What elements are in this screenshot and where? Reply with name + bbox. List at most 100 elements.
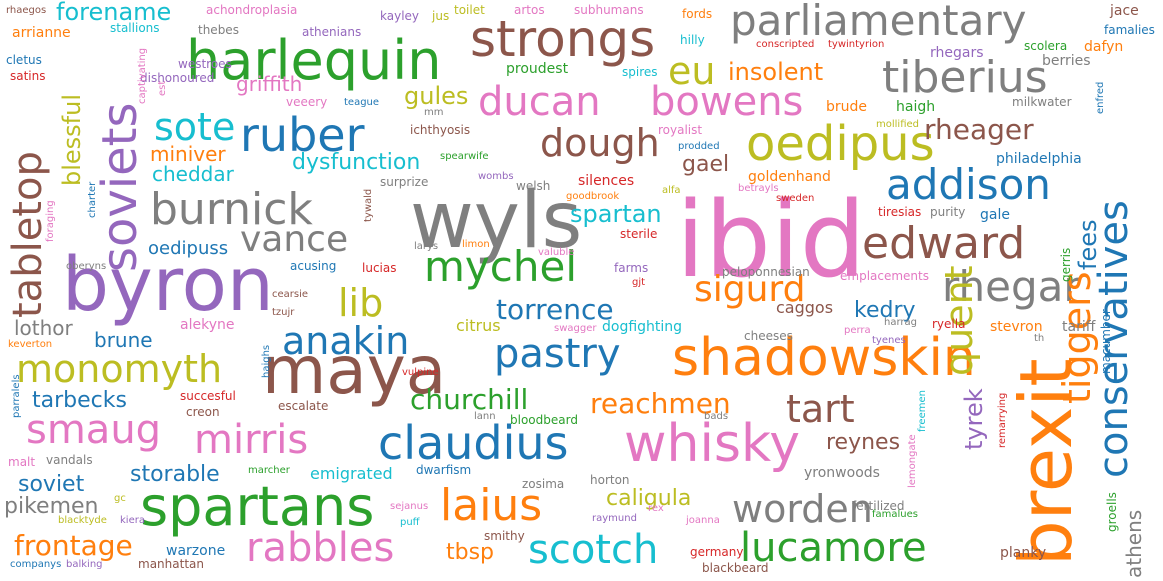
word-whisky: whisky [624, 414, 801, 474]
word-haigh: haigh [896, 99, 936, 115]
word-monomyth: monomyth [16, 347, 223, 391]
word-gjt: gjt [632, 277, 646, 288]
word-stallions: stallions [110, 21, 160, 35]
word-joanna: joanna [686, 515, 720, 526]
word-perra: perra [844, 325, 871, 336]
word-kedry: kedry [854, 298, 916, 323]
word-tbsp: tbsp [446, 540, 495, 565]
word-blackbeard: blackbeard [702, 561, 769, 575]
word-tart: tart [786, 387, 855, 431]
word-anakin: anakin [282, 319, 410, 363]
word-macumber: macumber [1099, 309, 1113, 374]
word-lucamore: lucamore [740, 525, 927, 571]
word-scotch: scotch [528, 527, 659, 573]
word-bads: bads [704, 411, 729, 422]
word-dishonoured: dishonoured [140, 71, 215, 85]
word-scolera: scolera [1024, 39, 1068, 53]
word-spires: spires [622, 65, 658, 79]
word-smaug: smaug [26, 407, 162, 453]
word-citrus: citrus [456, 316, 501, 335]
word-brune: brune [94, 328, 153, 352]
word-tiggers: tiggers [1055, 271, 1099, 405]
word-sweden: sweden [776, 193, 815, 204]
word-kayley: kayley [380, 9, 420, 23]
word-groells: groells [1105, 492, 1119, 532]
word-keverton: keverton [8, 339, 53, 350]
word-tariff: tariff [1062, 319, 1096, 335]
word-fees: fees [1074, 219, 1102, 270]
word-gc: gc [114, 493, 126, 504]
word-valuble: valuble [538, 247, 575, 258]
word-tywald: tywald [363, 188, 374, 222]
word-teague: teague [344, 97, 380, 108]
word-mm: mm [424, 107, 444, 118]
word-tiresias: tiresias [878, 205, 922, 219]
word-satins: satins [10, 69, 46, 83]
word-peloponnesian: peloponnesian [722, 265, 810, 279]
word-ruber: ruber [240, 108, 365, 162]
word-zosima: zosima [522, 477, 565, 491]
word-cheddar: cheddar [152, 162, 234, 186]
word-laius: laius [440, 480, 543, 531]
word-welsh: welsh [516, 179, 551, 193]
word-cheeses: cheeses [744, 329, 793, 343]
word-yronwoods: yronwoods [804, 465, 880, 481]
word-th: th [1034, 333, 1045, 344]
word-insolent: insolent [728, 58, 824, 86]
word-smithy: smithy [484, 529, 525, 543]
word-parralels: parralels [11, 374, 22, 418]
word-famalues: famalues [872, 509, 918, 520]
word-tywintyrion: tywintyrion [828, 39, 885, 50]
word-mollified: mollified [876, 119, 919, 130]
word-caligula: caligula [606, 486, 692, 511]
word-mychel: mychel [424, 242, 577, 291]
word-vulpine: vulpine [402, 367, 439, 378]
word-sterile: sterile [620, 227, 658, 241]
word-torrence: torrence [496, 293, 614, 326]
word-burnick: burnick [150, 184, 313, 235]
word-jus: jus [432, 9, 450, 23]
word-alfa: alfa [662, 185, 681, 196]
word-haighs: haighs [261, 344, 272, 378]
word-gerris: gerris [1059, 247, 1073, 282]
word-jace: jace [1110, 3, 1139, 19]
word-brude: brude [826, 99, 868, 115]
word-arrianne: arrianne [12, 25, 71, 41]
word-cletus: cletus [6, 53, 42, 67]
word-pastry: pastry [494, 331, 621, 377]
word-rhaegos: rhaegos [6, 5, 47, 16]
word-lann: lann [474, 411, 496, 422]
word-larys: larys [414, 241, 439, 252]
word-frontage: frontage [14, 529, 133, 562]
word-tarbecks: tarbecks [32, 388, 127, 413]
word-oedipus: oedipus [746, 116, 935, 172]
word-churchill: churchill [410, 383, 529, 416]
word-mirris: mirris [194, 417, 309, 463]
word-bloodbeard: bloodbeard [510, 413, 578, 427]
word-caggos: caggos [776, 298, 834, 317]
word-foraging: foraging [45, 200, 56, 242]
word-blessful: blessful [58, 93, 86, 186]
word-dysfunction: dysfunction [292, 150, 421, 175]
word-miniver: miniver [150, 142, 226, 166]
word-strongs: strongs [470, 10, 656, 68]
word-blacktyde: blacktyde [58, 515, 107, 526]
word-soviet: soviet [18, 472, 85, 497]
word-veeery: veeery [286, 95, 328, 109]
word-lucias: lucias [362, 261, 397, 275]
word-succesful: succesful [180, 389, 236, 403]
word-reynes: reynes [826, 430, 901, 455]
word-charter: charter [87, 181, 98, 218]
word-kiera: kiera [120, 515, 145, 526]
word-ichthyosis: ichthyosis [410, 123, 471, 137]
word-gael: gael [682, 152, 730, 177]
word-worden: worden [732, 487, 873, 531]
word-royalist: royalist [658, 123, 703, 137]
word-planky: planky [1000, 545, 1047, 561]
word-vance: vance [240, 219, 349, 260]
word-ibid: ibid [676, 179, 866, 301]
word-tyrek: tyrek [960, 388, 988, 450]
word-subhumans: subhumans [574, 3, 644, 17]
word-sejanus: sejanus [390, 501, 429, 512]
word-westroes: westroes [178, 57, 232, 71]
